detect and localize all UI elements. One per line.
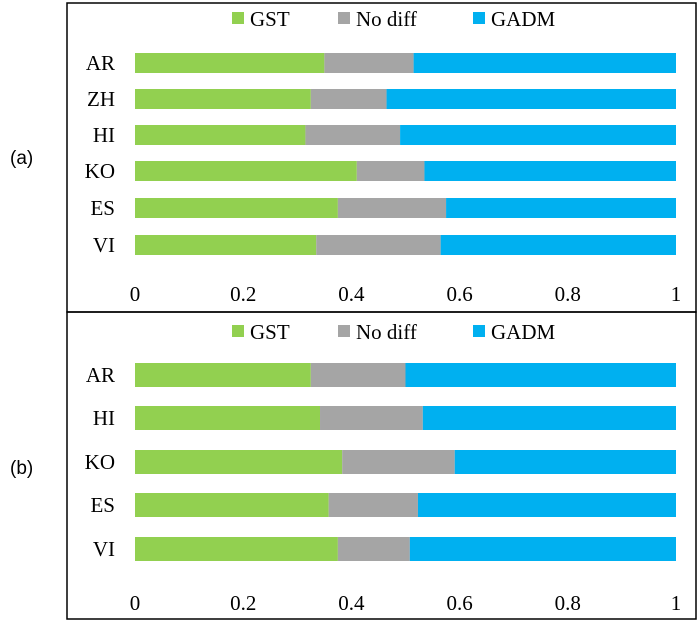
category-label-b-2: KO	[85, 450, 115, 474]
category-label-a-1: ZH	[87, 87, 115, 111]
bar-segment-a-1-1	[310, 89, 387, 109]
legend-label-b-2: GADM	[491, 320, 555, 344]
bar-segment-a-4-1	[337, 198, 447, 218]
panel-label-b: (b)	[10, 458, 34, 479]
bar-segment-a-2-0	[135, 125, 306, 145]
x-tick-label-b-4: 0.8	[555, 591, 581, 615]
bar-segment-a-3-2	[424, 161, 676, 181]
x-tick-label-a-2: 0.4	[338, 282, 365, 306]
bar-segment-a-2-1	[305, 125, 401, 145]
bar-segment-b-3-1	[328, 493, 418, 517]
category-label-b-0: AR	[86, 363, 115, 387]
legend-swatch-b-1	[338, 325, 350, 337]
bar-segment-a-0-1	[324, 53, 414, 73]
category-label-a-0: AR	[86, 51, 115, 75]
category-label-a-3: KO	[85, 159, 115, 183]
bar-segment-a-1-2	[386, 89, 676, 109]
category-label-a-5: VI	[93, 233, 115, 257]
chart-a-frame	[66, 2, 697, 313]
x-tick-label-b-2: 0.4	[338, 591, 365, 615]
bar-segment-a-3-1	[356, 161, 425, 181]
bar-segment-b-2-1	[342, 450, 455, 474]
bar-segment-a-1-0	[135, 89, 311, 109]
bar-segment-b-4-0	[135, 537, 338, 561]
bar-segment-b-1-0	[135, 406, 321, 430]
category-label-a-2: HI	[93, 123, 115, 147]
chart-b-frame	[66, 311, 697, 620]
bar-segment-b-4-2	[409, 537, 676, 561]
bar-segment-a-5-0	[135, 235, 317, 255]
legend-swatch-a-2	[473, 12, 485, 24]
category-label-b-3: ES	[90, 493, 115, 517]
legend-swatch-a-1	[338, 12, 350, 24]
bar-segment-b-0-2	[405, 363, 676, 387]
bar-segment-b-3-2	[417, 493, 676, 517]
bar-segment-a-4-0	[135, 198, 338, 218]
bar-segment-b-0-0	[135, 363, 311, 387]
legend-label-b-1: No diff	[356, 320, 417, 344]
legend-swatch-a-0	[232, 12, 244, 24]
legend-swatch-b-2	[473, 325, 485, 337]
x-tick-label-a-0: 0	[130, 282, 141, 306]
bar-segment-b-3-0	[135, 493, 329, 517]
legend-label-a-1: No diff	[356, 7, 417, 31]
bar-segment-b-1-1	[320, 406, 423, 430]
legend-label-b-0: GST	[250, 320, 290, 344]
bar-segment-a-5-1	[316, 235, 441, 255]
bar-segment-b-2-0	[135, 450, 343, 474]
bar-segment-b-0-1	[310, 363, 406, 387]
bar-segment-a-2-2	[400, 125, 676, 145]
category-label-b-1: HI	[93, 406, 115, 430]
x-tick-label-b-1: 0.2	[230, 591, 256, 615]
panel-label-a: (a)	[10, 148, 34, 169]
bar-segment-b-1-2	[422, 406, 676, 430]
legend-label-a-0: GST	[250, 7, 290, 31]
bar-segment-a-0-0	[135, 53, 325, 73]
bar-segment-b-2-2	[454, 450, 676, 474]
bar-segment-a-3-0	[135, 161, 357, 181]
legend-label-a-2: GADM	[491, 7, 555, 31]
legend-swatch-b-0	[232, 325, 244, 337]
category-label-a-4: ES	[90, 196, 115, 220]
bar-segment-b-4-1	[337, 537, 410, 561]
category-label-b-4: VI	[93, 537, 115, 561]
x-tick-label-b-0: 0	[130, 591, 141, 615]
bar-segment-a-5-2	[440, 235, 676, 255]
bar-segment-a-0-2	[413, 53, 676, 73]
x-tick-label-b-5: 1	[671, 591, 682, 615]
x-tick-label-a-1: 0.2	[230, 282, 256, 306]
x-tick-label-a-3: 0.6	[446, 282, 472, 306]
bar-segment-a-4-2	[446, 198, 676, 218]
x-tick-label-b-3: 0.6	[446, 591, 472, 615]
x-tick-label-a-5: 1	[671, 282, 682, 306]
x-tick-label-a-4: 0.8	[555, 282, 581, 306]
